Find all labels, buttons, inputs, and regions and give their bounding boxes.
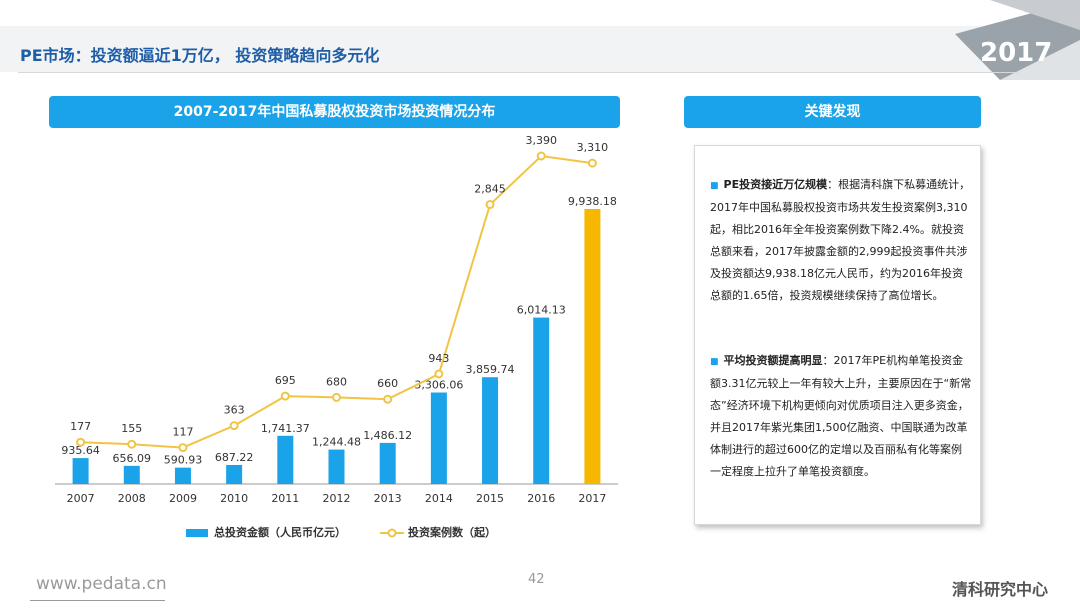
footer-divider (30, 600, 165, 601)
x-tick-label: 2008 (118, 492, 146, 505)
bar-value-label: 687.22 (215, 451, 254, 464)
legend-line-swatch (380, 528, 404, 538)
line-value-label: 695 (275, 374, 296, 387)
line-point (76, 437, 86, 447)
finding-item: ■ 平均投资额提高明显：2017年PE机构单笔投资金额3.31亿元较上一年有较大上… (710, 350, 972, 483)
legend-line: 投资案例数（起） (380, 524, 496, 540)
bar-value-label: 6,014.13 (517, 304, 566, 317)
bar (430, 392, 447, 484)
header-decoration (0, 0, 1080, 80)
line-value-label: 177 (70, 420, 91, 433)
line-point (127, 439, 137, 449)
line-point (332, 392, 341, 402)
bar-value-label: 935.64 (61, 444, 100, 457)
finding-item: ■ PE投资接近万亿规模：根据清科旗下私募通统计，2017年中国私募股权投资市场共… (710, 174, 972, 307)
bar-value-label: 656.09 (113, 452, 152, 465)
legend-bar-label: 总投资金额（人民币亿元） (214, 526, 346, 539)
line-point (178, 443, 188, 453)
legend-bar-swatch (186, 529, 208, 537)
finding-heading: PE投资接近万亿规模 (723, 178, 828, 191)
bar (379, 442, 396, 484)
x-tick-label: 2007 (67, 492, 95, 505)
line-point (383, 394, 393, 404)
bar (328, 449, 345, 484)
bar (533, 317, 550, 484)
x-tick-label: 2009 (169, 492, 197, 505)
line-value-label: 2,845 (474, 183, 506, 196)
finding-text: ：根据清科旗下私募通统计，2017年中国私募股权投资市场共发生投资案例3,310… (710, 178, 971, 302)
title-divider (18, 72, 1018, 73)
bar-value-label: 1,244.48 (312, 436, 361, 449)
bar-value-label: 3,306.06 (414, 379, 463, 392)
bullet-icon: ■ (710, 357, 719, 367)
footer-url[interactable]: www.pedata.cn (36, 574, 167, 594)
year-badge: 2017 (980, 38, 1053, 68)
x-tick-label: 2016 (527, 492, 555, 505)
legend-bar: 总投资金额（人民币亿元） (186, 524, 346, 540)
x-tick-label: 2010 (220, 492, 248, 505)
case-count-line (80, 154, 593, 449)
findings-box (694, 145, 981, 525)
line-value-label: 3,310 (577, 141, 609, 154)
line-point (434, 369, 444, 379)
bullet-icon: ■ (710, 181, 719, 191)
x-tick-label: 2011 (271, 492, 299, 505)
finding-heading: 平均投资额提高明显 (723, 354, 823, 367)
page-title: PE市场：投资额逼近1万亿， 投资策略趋向多元化 (20, 46, 380, 65)
line-point (229, 421, 239, 431)
line-value-label: 943 (428, 352, 449, 365)
x-tick-label: 2014 (425, 492, 453, 505)
bar-value-label: 9,938.18 (568, 195, 617, 208)
line-point (587, 158, 597, 168)
line-point (485, 200, 495, 210)
line-value-label: 680 (326, 375, 347, 388)
bar (277, 435, 294, 484)
x-tick-label: 2017 (578, 492, 606, 505)
x-tick-label: 2013 (374, 492, 402, 505)
line-value-label: 363 (224, 404, 245, 417)
line-value-label: 660 (377, 377, 398, 390)
finding-text: ：2017年PE机构单笔投资金额3.31亿元较上一年有较大上升，主要原因在于“新… (710, 354, 972, 478)
line-point (280, 391, 290, 401)
bar-value-label: 3,859.74 (466, 363, 515, 376)
bar-value-label: 1,741.37 (261, 422, 310, 435)
bar (174, 467, 191, 484)
bar (123, 465, 140, 484)
line-point (536, 151, 546, 161)
x-tick-label: 2015 (476, 492, 504, 505)
bar-value-label: 590.93 (164, 454, 203, 467)
bar-value-label: 1,486.12 (363, 429, 412, 442)
line-value-label: 155 (121, 422, 142, 435)
findings-panel-title: 关键发现 (684, 96, 981, 128)
legend-line-label: 投资案例数（起） (408, 526, 496, 539)
brand-logo: 清科研究中心 (952, 580, 1049, 599)
line-value-label: 117 (172, 426, 193, 439)
bar (482, 377, 499, 484)
chart-panel-title: 2007-2017年中国私募股权投资市场投资情况分布 (49, 96, 620, 128)
bar (584, 209, 601, 484)
x-tick-label: 2012 (323, 492, 351, 505)
page-number: 42 (528, 572, 545, 587)
bar (72, 458, 89, 484)
line-value-label: 3,390 (525, 134, 557, 147)
bar (226, 464, 243, 484)
